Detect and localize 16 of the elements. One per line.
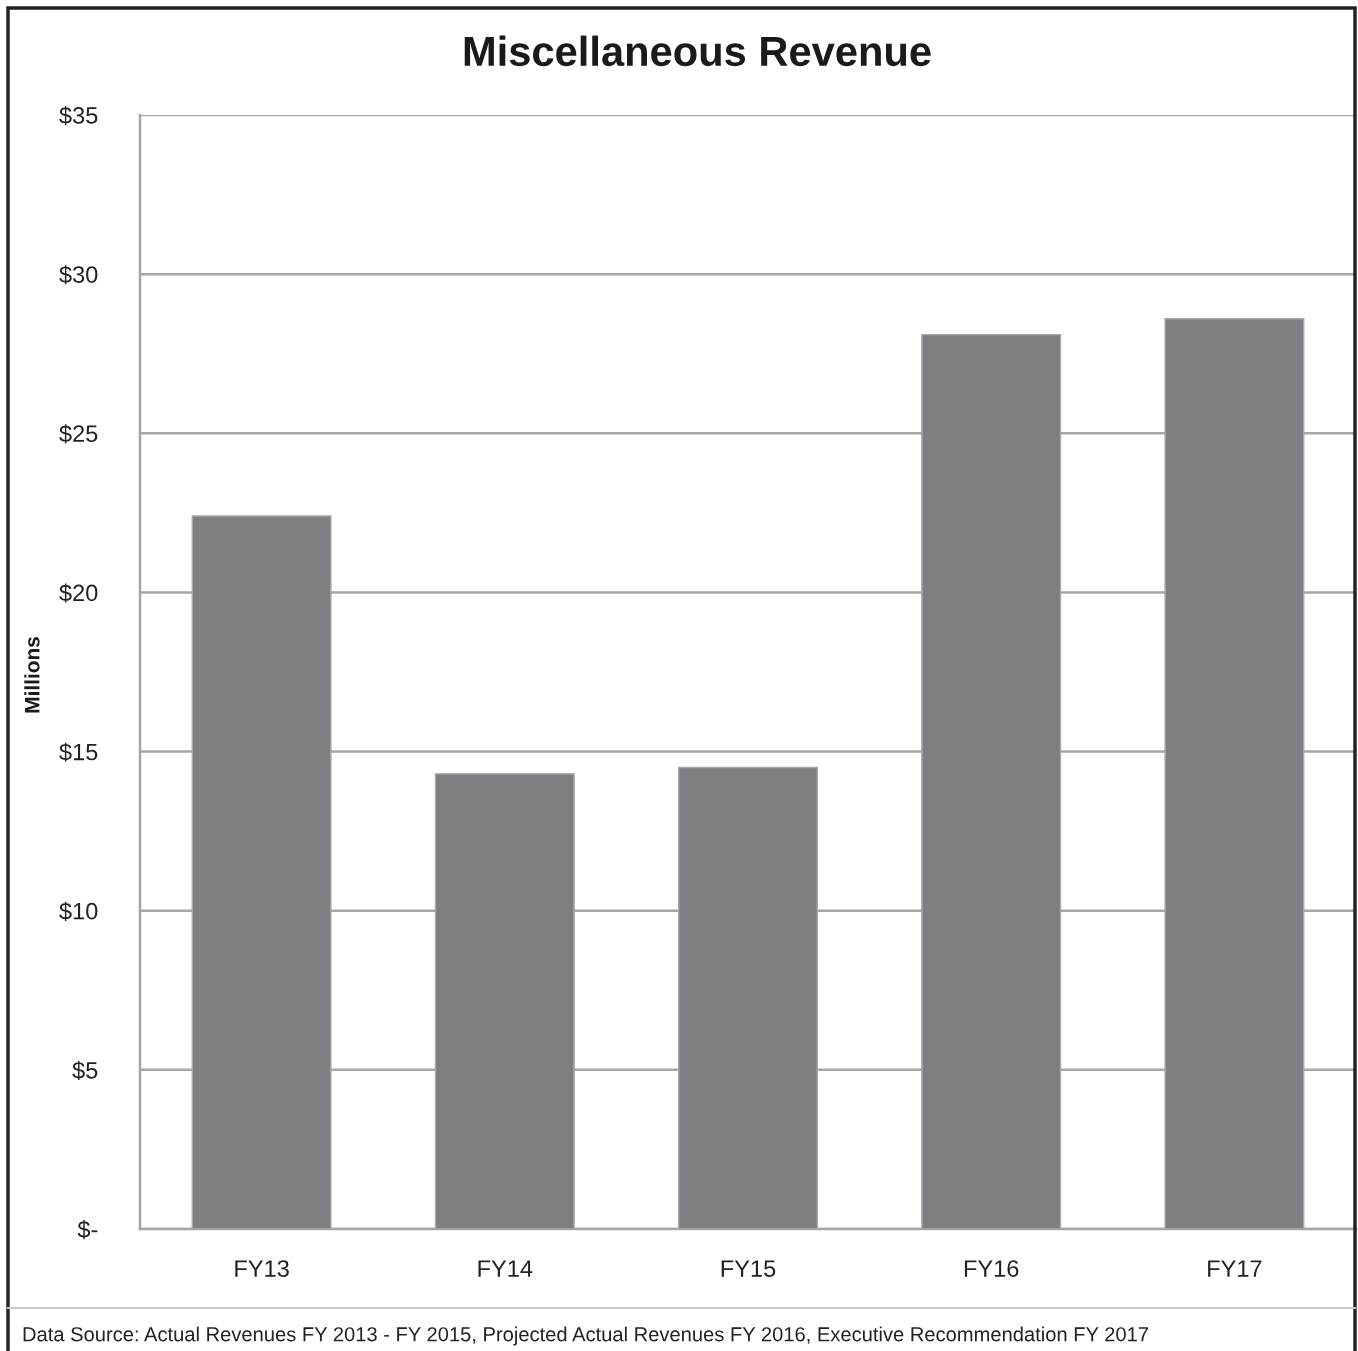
y-tick-label: $25 (59, 424, 98, 444)
x-tick-label: FY15 (721, 1260, 776, 1277)
x-tick-label: FY14 (478, 1260, 533, 1277)
y-tick-label: $10 (59, 901, 98, 921)
y-tick-label: $- (77, 1220, 98, 1240)
source-note: Data Source: Actual Revenues FY 2013 - FY 2015, Projected Actual Revenues FY 2016, Executive Recommendation FY 2017 (23, 1326, 1148, 1346)
y-tick-label: $5 (72, 1060, 98, 1081)
y-tick-label: $15 (59, 742, 98, 762)
y-tick-label: $20 (59, 583, 98, 603)
y-tick-label: $30 (59, 265, 98, 285)
y-axis-title: Millions (24, 637, 40, 713)
chart-title: Miscellaneous Revenue (464, 35, 931, 67)
x-tick-label: FY13 (235, 1260, 289, 1277)
x-tick-label: FY17 (1208, 1260, 1262, 1277)
y-tick-label: $35 (59, 106, 98, 126)
x-tick-label: FY16 (964, 1260, 1019, 1277)
